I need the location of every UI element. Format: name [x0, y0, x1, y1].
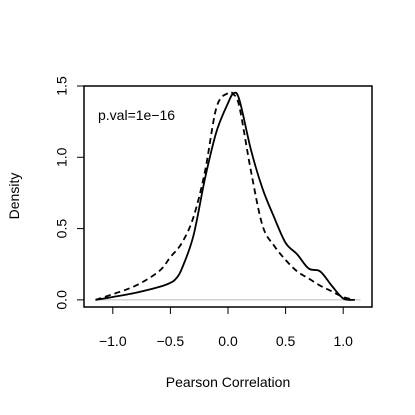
- annotation-pval: p.val=1e−16: [98, 107, 175, 123]
- series-line-1-solid: [95, 91, 355, 301]
- y-axis-label: Density: [6, 173, 22, 220]
- x-tick-label: −0.5: [157, 333, 185, 349]
- series-layer: [95, 91, 355, 301]
- x-tick-label: 0.5: [276, 333, 296, 349]
- y-axis: 0.0 0.5 1.0 1.5: [54, 76, 85, 310]
- x-axis-label: Pearson Correlation: [166, 374, 291, 390]
- x-tick-label: 0.0: [218, 333, 238, 349]
- y-tick-label: 0.0: [54, 290, 70, 310]
- y-tick-label: 1.5: [54, 76, 70, 96]
- series-line-2-dashed: [95, 91, 355, 301]
- x-tick-label: 1.0: [333, 333, 353, 349]
- y-tick-label: 0.5: [54, 219, 70, 239]
- x-tick-label: −1.0: [99, 333, 127, 349]
- x-axis: −1.0 −0.5 0.0 0.5 1.0: [99, 306, 353, 349]
- y-tick-label: 1.0: [54, 147, 70, 167]
